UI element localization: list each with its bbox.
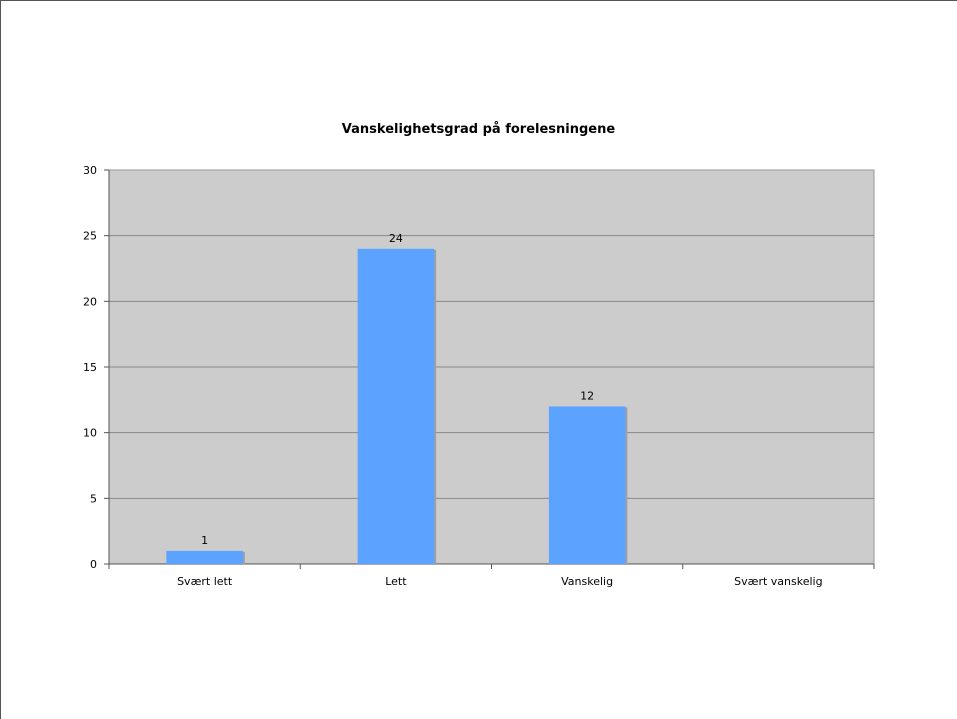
y-tick-label: 10 <box>83 427 97 440</box>
data-label: 12 <box>580 389 594 402</box>
y-tick-label: 25 <box>83 230 97 243</box>
data-label: 24 <box>389 232 403 245</box>
y-tick-label: 30 <box>83 164 97 177</box>
x-tick-label: Svært lett <box>177 575 233 588</box>
chart-title: Vanskelighetsgrad på forelesningene <box>341 122 616 137</box>
data-label: 1 <box>201 534 208 547</box>
bar <box>166 550 243 564</box>
y-tick-label: 20 <box>83 295 97 308</box>
bar <box>548 406 626 564</box>
x-tick-label: Lett <box>385 575 407 588</box>
y-tick-label: 5 <box>90 492 97 505</box>
y-tick-label: 0 <box>90 558 97 571</box>
bar <box>357 248 435 565</box>
y-tick-label: 15 <box>83 361 97 374</box>
x-tick-label: Vanskelig <box>561 575 613 588</box>
x-tick-label: Svært vanskelig <box>734 575 822 588</box>
